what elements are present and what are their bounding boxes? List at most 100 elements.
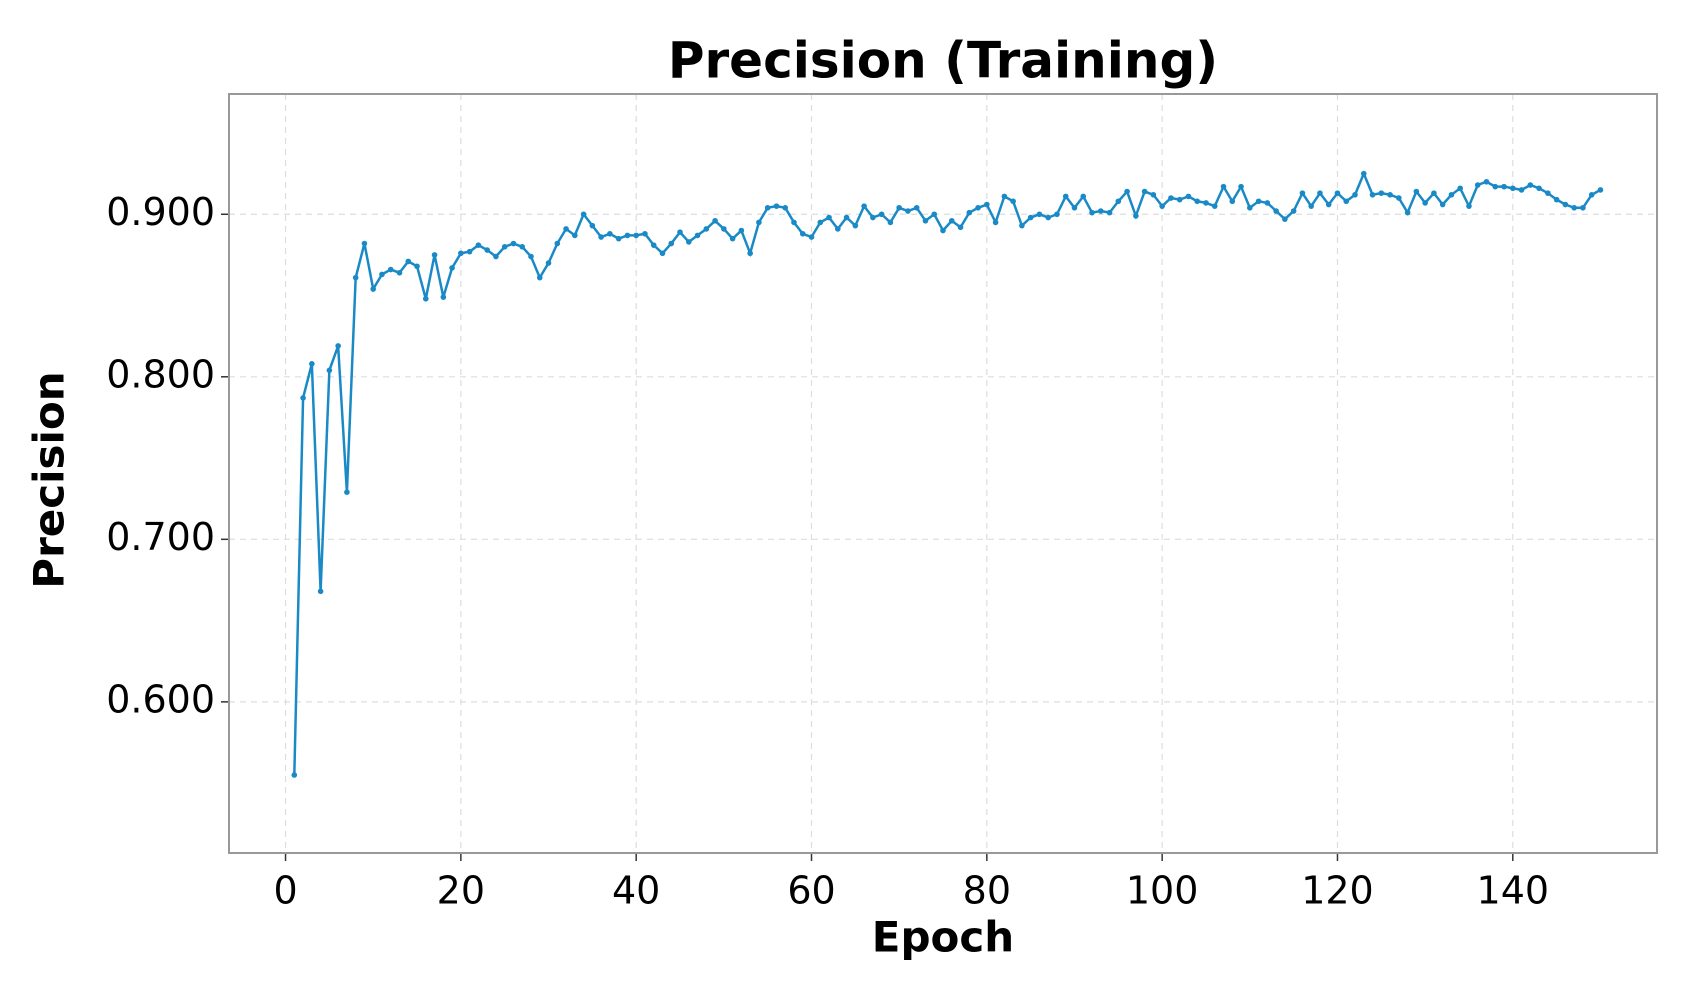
data-point [493, 253, 499, 260]
data-point [992, 219, 999, 226]
data-point [1027, 214, 1034, 221]
data-point [1562, 201, 1569, 208]
data-point [922, 217, 929, 224]
data-point [405, 258, 412, 265]
data-point [870, 214, 876, 221]
data-point [887, 219, 894, 226]
data-point [545, 260, 552, 266]
x-tick-label: 20 [437, 869, 485, 913]
data-point [580, 211, 587, 218]
data-point [1448, 191, 1455, 198]
data-point [1404, 209, 1411, 216]
data-point [1334, 190, 1341, 196]
y-tick-label: 0.900 [106, 190, 215, 234]
data-point [1010, 198, 1016, 205]
data-point [1483, 178, 1490, 185]
data-point [1089, 209, 1095, 216]
data-point [1597, 187, 1604, 193]
data-point [1387, 191, 1393, 198]
data-point [1325, 201, 1332, 208]
data-point [896, 204, 902, 211]
data-point [668, 240, 675, 247]
data-point [764, 204, 771, 211]
data-point [1176, 196, 1183, 203]
data-point [449, 265, 455, 271]
data-point [1545, 190, 1551, 196]
data-point [1097, 208, 1104, 214]
data-point [352, 274, 359, 281]
data-point [1474, 182, 1481, 188]
data-point [519, 243, 526, 250]
data-point [536, 274, 543, 281]
data-point [1115, 198, 1122, 205]
data-point [554, 240, 561, 247]
data-point [370, 286, 377, 292]
data-point [791, 219, 797, 226]
data-point [1282, 216, 1288, 222]
data-point [984, 201, 990, 208]
data-point [344, 489, 350, 495]
data-point [335, 343, 341, 349]
data-point [466, 248, 473, 255]
data-point [738, 227, 745, 234]
plot-frame [228, 93, 1658, 854]
data-point [1203, 200, 1209, 206]
data-point [291, 772, 298, 778]
x-tick-label: 140 [1477, 869, 1550, 913]
data-point [501, 243, 508, 250]
data-point [782, 204, 789, 211]
data-point [1439, 201, 1446, 208]
x-axis-label: Epoch [872, 913, 1014, 962]
data-point [1413, 188, 1420, 195]
data-point [1255, 198, 1262, 205]
data-point [300, 395, 306, 401]
data-point [773, 203, 780, 209]
data-point [1378, 190, 1385, 196]
data-point [685, 239, 692, 245]
data-point [826, 214, 832, 221]
data-point [1036, 211, 1043, 218]
data-point [484, 247, 490, 253]
data-point [843, 214, 850, 221]
data-point [1431, 190, 1437, 196]
data-point [563, 226, 569, 232]
data-point [1194, 198, 1201, 205]
x-tick-label: 40 [612, 869, 660, 913]
data-point [1509, 185, 1516, 192]
x-tick-label: 120 [1301, 869, 1374, 913]
data-point [878, 211, 885, 218]
chart-title: Precision (Training) [668, 32, 1218, 90]
data-point [799, 230, 806, 237]
data-point [1580, 204, 1586, 211]
data-point [721, 226, 727, 232]
x-tick-label: 60 [787, 869, 835, 913]
data-point [1396, 195, 1402, 201]
data-point [1518, 187, 1525, 193]
data-point [396, 269, 403, 276]
data-point [422, 295, 429, 302]
data-point [1343, 198, 1350, 205]
data-point [1492, 183, 1499, 190]
data-point [309, 360, 315, 367]
data-point [1062, 193, 1069, 200]
data-point [1299, 190, 1306, 196]
data-point [589, 222, 596, 229]
x-tick-label: 0 [273, 869, 297, 913]
x-tick-label: 80 [963, 869, 1011, 913]
data-point [1001, 193, 1008, 200]
y-tick-label: 0.700 [106, 515, 215, 559]
data-point [642, 230, 648, 237]
data-point [1229, 198, 1236, 205]
data-point [615, 235, 622, 242]
data-point [1308, 203, 1314, 209]
data-point [1588, 191, 1595, 198]
data-point [1133, 213, 1139, 219]
data-point [931, 211, 938, 218]
data-point [1466, 203, 1472, 209]
data-point [1045, 214, 1051, 221]
data-point [326, 367, 333, 374]
data-point [1457, 185, 1464, 192]
data-point [1080, 193, 1087, 200]
